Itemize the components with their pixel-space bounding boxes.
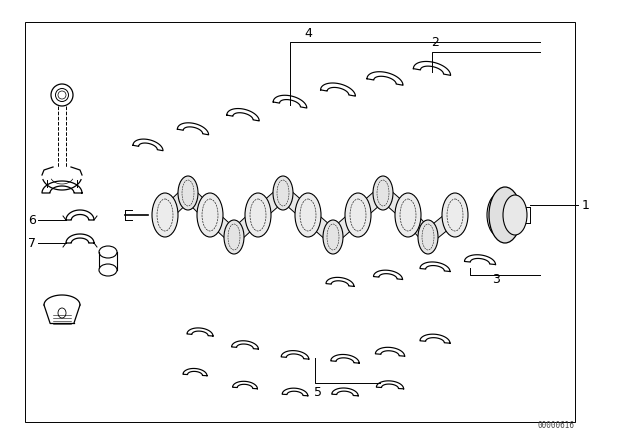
Ellipse shape [178, 176, 198, 210]
Polygon shape [42, 181, 82, 193]
Text: 5: 5 [314, 386, 322, 399]
Polygon shape [278, 188, 312, 220]
Polygon shape [205, 210, 239, 242]
Ellipse shape [99, 246, 117, 258]
Polygon shape [420, 262, 450, 271]
Polygon shape [232, 341, 259, 349]
Polygon shape [378, 188, 413, 220]
Ellipse shape [152, 193, 178, 237]
Text: 00000616: 00000616 [538, 421, 575, 430]
Ellipse shape [295, 193, 321, 237]
Ellipse shape [224, 220, 244, 254]
Ellipse shape [373, 176, 393, 210]
Polygon shape [187, 328, 213, 336]
Ellipse shape [323, 220, 343, 254]
Ellipse shape [487, 193, 513, 237]
Polygon shape [403, 210, 433, 242]
Polygon shape [253, 188, 287, 220]
Polygon shape [367, 72, 403, 85]
Ellipse shape [442, 193, 468, 237]
Polygon shape [281, 351, 309, 359]
Ellipse shape [345, 193, 371, 237]
Text: 6: 6 [28, 214, 36, 227]
Ellipse shape [489, 187, 521, 243]
Polygon shape [376, 381, 404, 389]
Polygon shape [66, 234, 94, 243]
Polygon shape [321, 83, 355, 96]
Polygon shape [328, 210, 363, 242]
Polygon shape [183, 188, 215, 220]
Ellipse shape [503, 195, 527, 235]
Text: 1: 1 [582, 198, 590, 211]
Ellipse shape [56, 89, 68, 102]
Polygon shape [273, 95, 307, 108]
Polygon shape [424, 210, 460, 242]
Polygon shape [332, 388, 358, 396]
Polygon shape [326, 277, 354, 286]
Polygon shape [227, 108, 259, 121]
Text: 7: 7 [28, 237, 36, 250]
Polygon shape [331, 354, 359, 363]
Polygon shape [229, 210, 263, 242]
Polygon shape [420, 334, 450, 343]
Text: 3: 3 [492, 273, 500, 286]
Ellipse shape [245, 193, 271, 237]
Ellipse shape [197, 193, 223, 237]
Polygon shape [376, 347, 404, 356]
Ellipse shape [51, 84, 73, 106]
Polygon shape [282, 388, 308, 396]
Text: 2: 2 [431, 36, 439, 49]
Ellipse shape [395, 193, 421, 237]
Polygon shape [465, 255, 495, 265]
Polygon shape [303, 210, 338, 242]
Bar [25, 22, 575, 422]
Polygon shape [160, 188, 193, 220]
Ellipse shape [99, 264, 117, 276]
Ellipse shape [58, 308, 66, 318]
Polygon shape [183, 368, 207, 376]
Polygon shape [66, 210, 94, 220]
Ellipse shape [58, 91, 66, 99]
Polygon shape [177, 123, 209, 135]
Polygon shape [133, 139, 163, 151]
Polygon shape [413, 61, 451, 75]
Polygon shape [374, 270, 403, 280]
Text: 4: 4 [304, 27, 312, 40]
Polygon shape [232, 381, 257, 389]
Ellipse shape [273, 176, 293, 210]
Ellipse shape [418, 220, 438, 254]
Polygon shape [353, 188, 388, 220]
